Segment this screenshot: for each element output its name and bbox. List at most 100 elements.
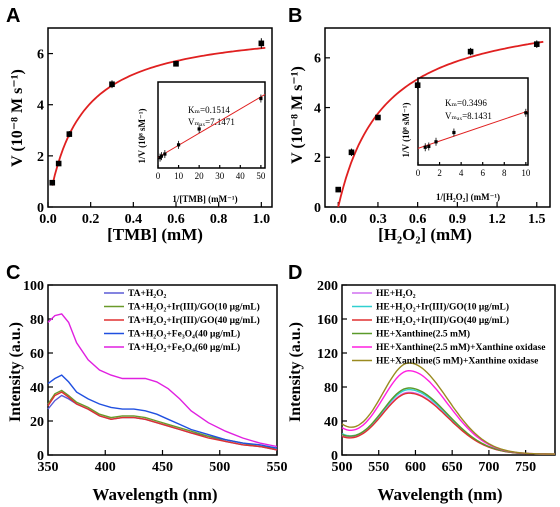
panel-d-xtick-label: 550 [368,460,389,475]
inset-b-xlabel: 1/[H₂O₂] (mM⁻¹) [436,192,500,202]
panel-c-xlabel: Wavelength (nm) [92,485,217,504]
inset-a-vmax: Vₘₐₓ=7.1471 [188,117,235,127]
panel-a-frame [47,27,273,208]
panel-a-inset-xtick-label: 20 [195,171,205,181]
panel-d-ytick-label: 200 [317,279,338,294]
panel-b-xtick-label: 0.9 [449,212,467,227]
panel-d-legend-label: HE+H₂O₂ [376,289,416,299]
panel-a-data-point [49,179,56,186]
panel-d-legend-label: HE+H₂O₂+Ir(III)/GO(10 μg/mL) [376,302,509,313]
panel-b-ytick-label: 0 [314,201,321,216]
inset-a-ylabel: 1/V (10⁸ sM⁻¹) [137,109,147,164]
panel-d-series-line [341,362,555,455]
inset-a-xlabel: 1/[TMB] (mM⁻¹) [172,194,237,204]
panel-a-inset-xtick-label: 0 [156,171,161,181]
panel-a-inset-fit-line [157,94,266,158]
panel-b-fit-curve [337,40,544,208]
panel-c-ytick-label: 100 [23,279,44,294]
panel-label-c: C [6,262,20,284]
panel-a-inset-point [259,96,263,101]
panel-a-inset-point [197,127,201,131]
panel-b-xlabel: [H₂O₂] (mM) [378,225,472,244]
panel-a-xtick-label: 0.0 [39,212,57,227]
panel-c-series-line [47,313,278,448]
panel-c-xtick-label: 500 [209,460,230,475]
panel-c-legend-label: TA+H₂O₂ [128,289,167,299]
panel-b-inset-point [434,140,438,144]
inset-b-vmax: Vₘₐₓ=8.1431 [445,111,492,121]
panel-d-series-line [341,369,555,455]
panel-c-xtick-label: 400 [95,460,116,475]
panel-a-xtick-label: 1.0 [253,212,271,227]
panel-b-ytick-label: 2 [314,151,321,166]
panel-a-xtick-label: 0.2 [82,212,100,227]
panel-a-xtick-label: 0.6 [167,212,185,227]
panel-c-legend-label: TA+H₂O₂+Ir(III)/GO(10 μg/mL) [128,302,260,313]
panel-b-ylabel: V (10⁻⁸ M s⁻¹) [289,66,306,164]
panel-a-data-point [109,81,115,88]
panel-a-inset-xtick-label: 40 [236,171,246,181]
panel-c-ytick-label: 60 [30,347,44,362]
inset-b-ylabel: 1/V (10⁸ sM⁻¹) [401,103,411,158]
panel-d-ytick-label: 160 [317,313,338,328]
panel-d-legend-label: HE+Xanthine(2.5 mM)+Xanthine oxidase [376,342,545,353]
panel-d-legend-label: HE+Xanthine(5 mM)+Xanthine oxidase [376,356,538,367]
panel-c-xtick-label: 450 [152,460,173,475]
panel-b-data-point [533,41,540,47]
panel-c-series-line [47,374,278,449]
panel-b-inset-point [524,111,528,115]
panel-b-ytick-label: 4 [314,101,321,116]
panel-a-fit-curve [51,47,266,186]
panel-a-ytick-label: 6 [37,47,44,62]
panel-b-data-point [335,186,342,193]
panel-d-xtick-label: 600 [405,460,426,475]
panel-a-ytick-label: 2 [37,150,44,165]
panel-d-xlabel: Wavelength (nm) [377,485,502,504]
panel-c-legend-label: TA+H₂O₂+Ir(III)/GO(40 μg/mL) [128,315,260,326]
panel-b-inset-xtick-label: 2 [437,168,442,178]
panel-d-ytick-label: 120 [317,347,338,362]
panel-d-legend-label: HE+Xanthine(2.5 mM) [376,329,470,340]
panel-a-data-point [258,40,265,47]
panel-a-data-point [173,61,179,67]
panel-c-legend-label: TA+H₂O₂+Fe₃O₄(60 μg/mL) [128,342,240,353]
panel-d-series-line [341,387,555,455]
panel-a-ytick-label: 4 [37,99,44,114]
panel-a-data-point [55,160,62,167]
panel-b-inset-xtick-label: 10 [521,168,531,178]
panel-a-inset-xtick-label: 10 [174,171,184,181]
panel-d-ylabel: Intensity (a.u.) [287,322,304,422]
panel-d-legend-label: HE+H₂O₂+Ir(III)/GO(40 μg/mL) [376,315,509,326]
panel-a-inset-xtick-label: 30 [215,171,225,181]
panel-c-ytick-label: 80 [30,313,44,328]
panel-c-xtick-label: 350 [38,460,59,475]
panel-c-legend-label: TA+H₂O₂+Fe₃O₄(40 μg/mL) [128,329,240,340]
panel-a-ylabel: V (10⁻⁸ M s⁻¹) [9,69,26,167]
panel-b-data-point [348,149,355,156]
panel-label-a: A [6,5,20,27]
panel-d-ytick-label: 0 [331,449,338,464]
panel-b-inset-point [423,145,427,149]
panel-b-inset-xtick-label: 4 [459,168,464,178]
panel-b-ytick-label: 6 [314,52,321,67]
panel-d-ytick-label: 40 [324,415,338,430]
panel-c-series-line [47,389,278,449]
panel-c-xtick-label: 550 [267,460,288,475]
panel-b-inset-xtick-label: 8 [502,168,507,178]
panel-b-data-point [467,48,474,55]
panel-a-xtick-label: 0.8 [210,212,228,227]
panel-d-xtick-label: 500 [332,460,353,475]
panel-label-d: D [288,262,302,284]
panel-a-data-point [66,131,73,137]
panel-b-xtick-label: 1.2 [488,212,506,227]
panel-b-xtick-label: 1.5 [528,212,546,227]
panel-a-inset-point [176,143,181,147]
panel-b-inset-point [452,130,456,135]
panel-a-inset-xtick-label: 50 [256,171,266,181]
panel-c-ylabel: Intensity (a.u.) [7,322,24,422]
panel-d-ytick-label: 80 [324,381,338,396]
panel-b-inset-frame [417,77,529,166]
panel-c-series-line [47,391,278,451]
